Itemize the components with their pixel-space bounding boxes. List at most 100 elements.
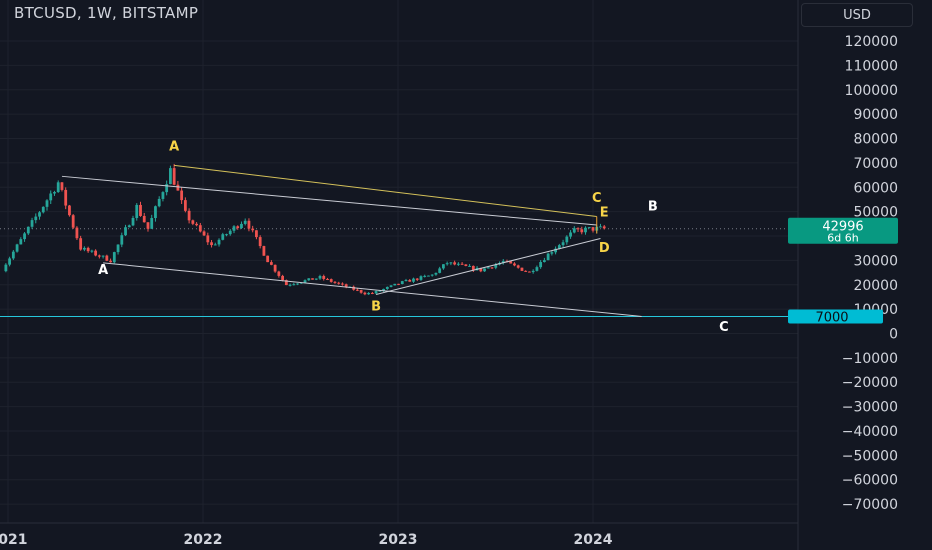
candle-body — [412, 278, 415, 282]
candle-body — [23, 233, 26, 240]
symbol-title[interactable]: BTCUSD, 1W, BITSTAMP — [14, 4, 199, 22]
candle-body — [251, 228, 255, 231]
y-tick-label: 120000 — [845, 34, 898, 50]
candle-body — [236, 226, 240, 229]
candle-body — [8, 258, 12, 265]
candle-body — [524, 270, 528, 272]
candle-body — [513, 263, 516, 266]
candle-body — [49, 193, 53, 201]
price-axis[interactable]: 120000 110000 100000 90000 80000 70000 60000 50… — [842, 34, 898, 513]
candle-body — [94, 250, 98, 256]
candle-body — [53, 192, 56, 194]
candle-body — [483, 268, 486, 272]
candle-body — [442, 264, 445, 269]
candle-body — [542, 260, 546, 263]
trend-line[interactable] — [375, 237, 601, 295]
y-tick-label: 0 — [889, 327, 898, 343]
candle-body — [314, 278, 318, 280]
candle-body — [172, 168, 176, 185]
candle-body — [292, 284, 296, 286]
candle-body — [471, 265, 475, 271]
candle-body — [464, 264, 468, 267]
candle-body — [296, 283, 299, 285]
candle-body — [288, 284, 292, 286]
candle-body — [494, 264, 498, 268]
candle-body — [329, 279, 333, 282]
candle-body — [591, 227, 595, 231]
candle-body — [195, 223, 198, 226]
wave-label[interactable]: E — [600, 206, 609, 221]
candle-body — [557, 245, 561, 249]
candle-body — [599, 226, 602, 228]
candle-body — [367, 292, 371, 295]
candle-body — [176, 184, 180, 191]
candle-body — [187, 210, 191, 221]
candle-body — [565, 236, 569, 243]
y-tick-label: 20000 — [853, 278, 898, 294]
wave-label[interactable]: A — [98, 263, 108, 278]
candle-body — [370, 292, 374, 294]
candle-body — [150, 218, 154, 229]
candle-body — [460, 263, 464, 265]
candle-body — [262, 246, 266, 256]
candle-body — [587, 227, 591, 229]
candle-body — [131, 217, 135, 226]
currency-button[interactable]: USD — [801, 3, 913, 27]
candle-body — [572, 228, 576, 233]
trend-line[interactable] — [61, 175, 597, 226]
y-tick-label: 80000 — [853, 132, 898, 148]
candle-body — [240, 223, 243, 229]
candle-body — [501, 261, 505, 263]
candle-body — [318, 276, 322, 279]
candle-body — [273, 264, 277, 272]
wave-label[interactable]: B — [648, 199, 658, 214]
time-axis[interactable]: 2021 2022 2023 2024 — [0, 532, 613, 548]
wave-label[interactable]: C — [719, 320, 729, 335]
candle-body — [142, 215, 146, 223]
candle-body — [38, 212, 41, 217]
candle-body — [225, 234, 228, 236]
candle-body — [576, 228, 580, 230]
candle-body — [456, 263, 460, 265]
candle-body — [82, 247, 86, 250]
candle-body — [90, 250, 94, 252]
candle-body — [41, 206, 45, 213]
candle-body — [213, 244, 217, 246]
x-tick-label: 2024 — [574, 532, 613, 548]
trend-line[interactable] — [103, 262, 642, 317]
candle-body — [561, 242, 565, 246]
candle-body — [397, 283, 400, 285]
candle-body — [71, 215, 75, 228]
wave-label[interactable]: D — [599, 241, 610, 256]
candle-body — [112, 252, 116, 263]
y-tick-label: −20000 — [842, 375, 898, 391]
wave-label[interactable]: B — [371, 299, 381, 314]
candle-body — [341, 283, 344, 285]
candle-body — [101, 255, 105, 257]
candle-body — [109, 260, 112, 263]
candle-body — [453, 262, 457, 265]
candle-body — [333, 281, 337, 283]
candle-body — [520, 267, 524, 271]
candle-body — [359, 290, 363, 293]
candle-body — [120, 235, 124, 245]
candle-body — [79, 238, 83, 250]
candle-body — [554, 248, 558, 253]
wave-label[interactable]: C — [592, 191, 602, 206]
y-tick-label: 90000 — [853, 107, 898, 123]
trend-line[interactable] — [174, 164, 597, 218]
wave-label[interactable]: A — [169, 140, 179, 155]
candle-body — [415, 278, 419, 280]
candle-body — [311, 278, 314, 280]
candle-body — [449, 262, 453, 264]
level-price-value: 7000 — [815, 310, 848, 325]
candle-body — [124, 227, 127, 236]
candles-layer — [4, 163, 606, 296]
candle-body — [569, 232, 572, 237]
candle-body — [419, 276, 423, 280]
candle-body — [86, 247, 90, 252]
candle-body — [584, 227, 587, 233]
candle-body — [165, 184, 169, 193]
